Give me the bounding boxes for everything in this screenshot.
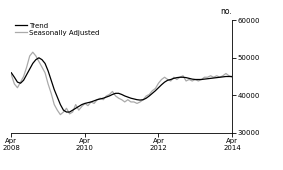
- Legend: Trend, Seasonally Adjusted: Trend, Seasonally Adjusted: [15, 23, 100, 36]
- Text: no.: no.: [220, 7, 232, 16]
